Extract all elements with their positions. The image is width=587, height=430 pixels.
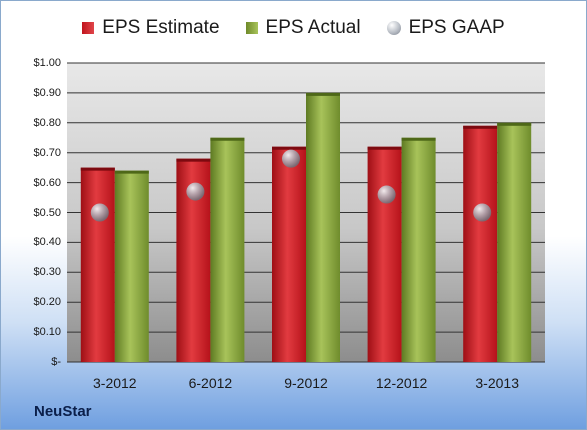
bar-eps-estimate bbox=[463, 125, 498, 362]
marker-eps-gaap bbox=[473, 203, 492, 222]
legend-swatch-estimate bbox=[82, 22, 95, 34]
bar-eps-actual bbox=[114, 170, 149, 362]
chart-legend: EPS Estimate EPS Actual EPS GAAP bbox=[1, 15, 586, 41]
bar-eps-actual-cap bbox=[497, 122, 532, 126]
marker-eps-gaap bbox=[377, 185, 396, 204]
x-tick-label: 9-2012 bbox=[284, 375, 328, 391]
bar-eps-estimate bbox=[367, 146, 402, 362]
bar-eps-estimate bbox=[272, 146, 306, 362]
bar-eps-estimate-cap bbox=[272, 146, 306, 150]
legend-label-gaap: EPS GAAP bbox=[408, 17, 505, 38]
legend-label-estimate: EPS Estimate bbox=[102, 17, 220, 38]
y-tick-label: $0.40 bbox=[33, 236, 61, 249]
marker-eps-gaap bbox=[186, 182, 205, 201]
bar-eps-actual-cap bbox=[210, 137, 245, 141]
y-tick-label: $0.70 bbox=[33, 146, 61, 159]
y-tick-label: $0.60 bbox=[33, 176, 61, 189]
y-tick-label: $0.30 bbox=[33, 266, 61, 279]
bar-eps-actual-cap bbox=[306, 92, 340, 96]
marker-eps-gaap bbox=[282, 149, 300, 168]
y-tick-label: $0.90 bbox=[33, 86, 61, 99]
bar-eps-actual bbox=[210, 137, 245, 362]
y-tick-label: $0.20 bbox=[33, 296, 61, 309]
marker-eps-gaap bbox=[90, 203, 109, 222]
legend-item-actual: EPS Actual bbox=[245, 17, 361, 39]
legend-label-actual: EPS Actual bbox=[265, 17, 361, 38]
x-tick-label: 3-2013 bbox=[475, 375, 519, 391]
y-tick-label: $1.00 bbox=[33, 57, 61, 69]
legend-item-gaap: EPS GAAP bbox=[386, 17, 505, 39]
bar-eps-estimate-cap bbox=[176, 158, 211, 162]
y-tick-label: $- bbox=[51, 356, 61, 368]
bar-eps-actual-cap bbox=[401, 137, 436, 141]
legend-item-estimate: EPS Estimate bbox=[82, 17, 220, 39]
x-tick-label: 12-2012 bbox=[375, 375, 428, 391]
y-tick-label: $0.80 bbox=[33, 116, 61, 129]
bar-eps-estimate-cap bbox=[367, 146, 402, 150]
y-tick-label: $0.10 bbox=[33, 326, 61, 339]
bar-eps-estimate-cap bbox=[80, 167, 115, 171]
bar-eps-estimate-cap bbox=[463, 125, 498, 129]
legend-swatch-actual bbox=[245, 22, 258, 34]
bar-eps-actual bbox=[306, 92, 340, 363]
bar-eps-actual bbox=[401, 137, 436, 362]
bar-eps-estimate bbox=[80, 167, 115, 362]
x-tick-label: 3-2012 bbox=[93, 375, 137, 391]
x-tick-label: 6-2012 bbox=[188, 375, 233, 391]
y-tick-label: $0.50 bbox=[33, 206, 61, 219]
bar-eps-actual-cap bbox=[114, 170, 149, 174]
company-name: NeuStar bbox=[34, 403, 92, 420]
bar-eps-actual bbox=[497, 122, 532, 362]
legend-swatch-gaap bbox=[386, 21, 401, 35]
